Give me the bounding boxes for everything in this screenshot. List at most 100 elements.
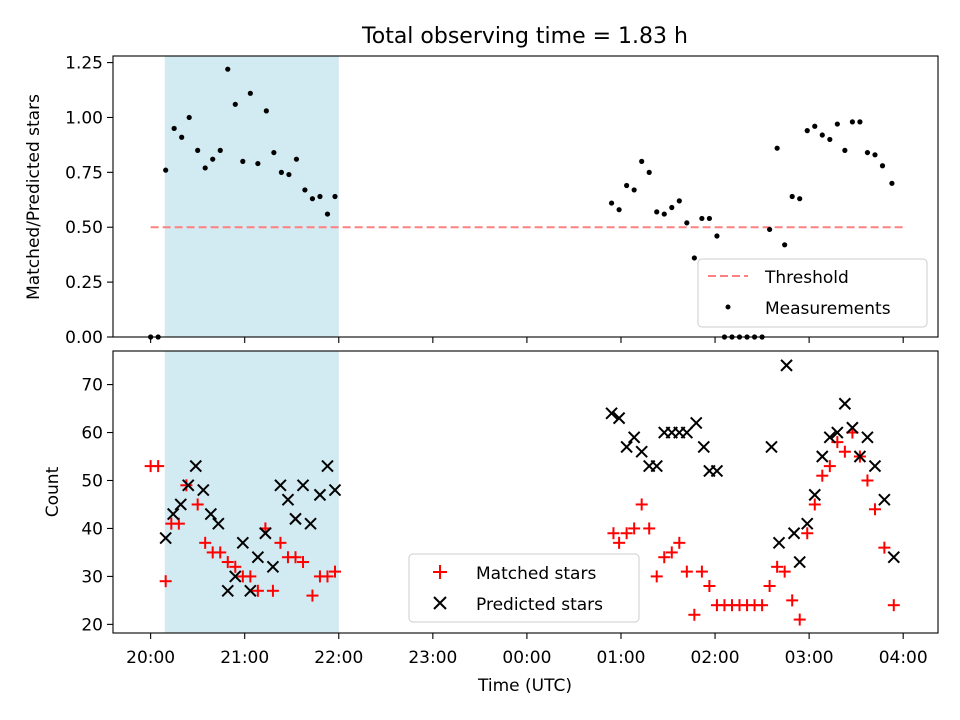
predicted-star-point [831, 426, 844, 439]
y-tick-label: 40 [81, 519, 103, 539]
predicted-star-point [313, 488, 327, 502]
measurement-point [186, 114, 192, 121]
measurement-point [608, 200, 615, 206]
legend-matched-swatch [433, 565, 447, 579]
top-y-axis-label: Matched/Predicted stars [24, 94, 44, 300]
bottom-plot-frame [112, 350, 939, 634]
matched-star-point [771, 560, 784, 573]
x-axis-label: Time (UTC) [477, 676, 572, 696]
measurement-point [309, 196, 316, 202]
matched-star-point [878, 541, 891, 554]
measurement-point [286, 171, 292, 178]
measurement-point [302, 187, 308, 193]
predicted-star-point [627, 431, 641, 444]
measurement-point [179, 134, 185, 140]
measurement-point [857, 119, 863, 125]
bottom-marks [144, 359, 900, 626]
predicted-star-point [635, 445, 648, 458]
x-tick-label: 04:00 [879, 648, 928, 668]
matched-star-point [297, 556, 310, 569]
measurement-point [669, 204, 675, 211]
measurement-point [767, 226, 773, 233]
measurement-point [217, 147, 223, 153]
predicted-star-point [793, 555, 806, 569]
predicted-star-point [296, 479, 310, 492]
measurement-point [639, 158, 645, 164]
matched-star-point [658, 551, 671, 564]
top-legend: Threshold Measurements [697, 258, 928, 328]
predicted-star-point [816, 450, 829, 463]
matched-star-point [244, 570, 257, 583]
y-tick-label: 70 [81, 376, 103, 396]
measurement-point [889, 180, 895, 186]
predicted-star-point [174, 498, 187, 511]
matched-star-point [289, 551, 302, 564]
predicted-star-point [328, 483, 342, 497]
measurement-point [699, 215, 705, 222]
measurement-point [271, 149, 277, 156]
top-panel: 0.00 0.25 0.50 0.75 1.00 1.25 Matched/Predict… [24, 54, 939, 348]
measurement-point [263, 108, 269, 114]
matched-star-point [703, 580, 716, 592]
matched-star-point [808, 498, 821, 511]
predicted-star-point [620, 440, 633, 454]
measurement-point [293, 156, 300, 162]
predicted-star-point [229, 570, 242, 583]
measurement-point [631, 187, 637, 193]
matched-star-point [321, 570, 334, 583]
predicted-star-point [189, 459, 202, 473]
measurement-point [163, 167, 169, 173]
predicted-star-point [605, 407, 618, 420]
legend-matched-label: Matched stars [476, 564, 596, 584]
matched-star-point [199, 536, 212, 549]
measurement-point [278, 169, 284, 175]
matched-star-point [221, 556, 234, 569]
matched-star-point [628, 522, 641, 535]
measurement-point [706, 215, 713, 222]
measurement-point [661, 211, 667, 217]
predicted-star-point [166, 507, 180, 521]
legend-measurements-swatch [725, 304, 731, 310]
y-tick-label: 1.25 [65, 54, 103, 74]
matched-star-point [643, 522, 656, 535]
predicted-star-point [197, 483, 210, 497]
measurement-point [676, 198, 682, 204]
matched-star-point [688, 608, 701, 621]
measurement-point [819, 132, 825, 138]
matched-star-point [329, 565, 342, 578]
predicted-star-point [680, 426, 694, 439]
top-x-ticks [150, 337, 904, 343]
measurement-point [849, 119, 855, 125]
x-tick-label: 21:00 [220, 648, 269, 668]
matched-star-point [680, 565, 693, 578]
measurement-point [171, 125, 177, 132]
bottom-shaded-interval [164, 351, 339, 633]
measurement-point [842, 147, 848, 153]
x-tick-label: 00:00 [502, 648, 551, 668]
measurement-point [804, 128, 810, 134]
legend-measurements-label: Measurements [765, 299, 891, 319]
bottom-y-axis: 20 30 40 50 60 70 [81, 376, 113, 635]
predicted-star-point [281, 493, 295, 506]
measurement-point [646, 169, 652, 175]
matched-star-point [607, 527, 620, 540]
predicted-star-point [787, 527, 801, 540]
matched-star-point [801, 527, 814, 540]
measurement-point [210, 156, 216, 162]
measurement-point [812, 123, 818, 129]
measurement-point [879, 163, 886, 169]
measurement-point [774, 145, 780, 151]
y-tick-label: 0.25 [65, 273, 103, 293]
matched-star-point [159, 575, 172, 588]
predicted-star-point [772, 536, 786, 550]
bottom-legend: Matched stars Predicted stars [408, 553, 640, 623]
matched-star-point [756, 599, 769, 612]
y-tick-label: 30 [81, 567, 103, 587]
matched-star-point [152, 460, 165, 473]
predicted-star-point [690, 416, 703, 430]
matched-star-point [823, 460, 836, 473]
matched-star-point [306, 589, 319, 602]
y-tick-label: 0.75 [65, 163, 103, 183]
top-marks [148, 66, 904, 340]
